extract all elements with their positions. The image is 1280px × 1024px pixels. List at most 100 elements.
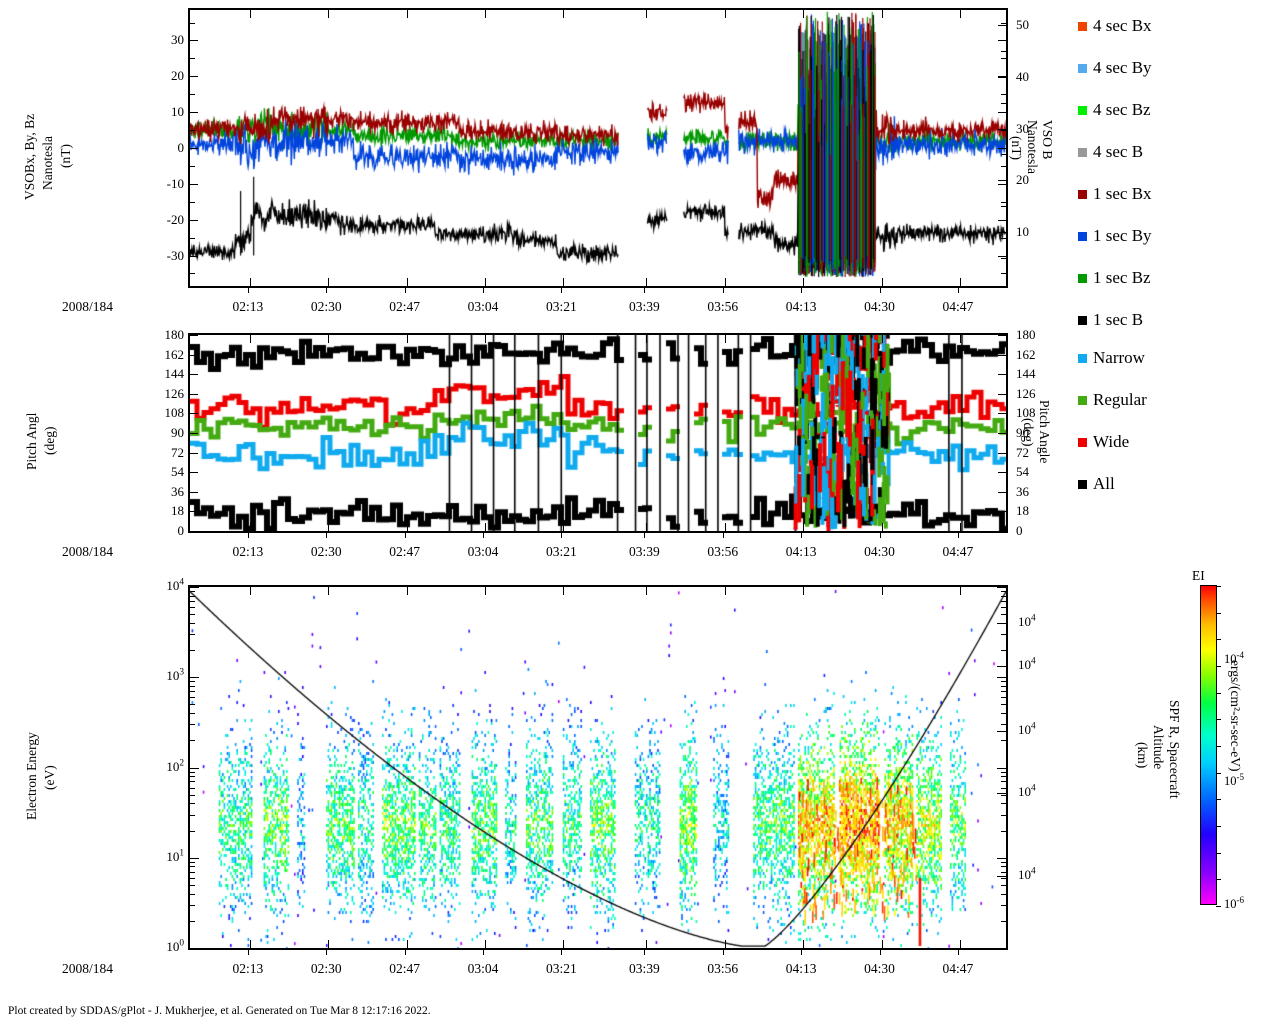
axis-tick: [998, 393, 1006, 395]
axis-tick: [328, 587, 330, 595]
legend-label: 4 sec By: [1093, 58, 1152, 77]
axis-tick: [997, 948, 1006, 949]
axis-tick-label: 102: [166, 758, 184, 774]
legend-item-1-sec-b[interactable]: 1 sec B: [1078, 310, 1143, 330]
panel1-right-axis-title-3: (nT): [1009, 136, 1024, 160]
axis-tick: [997, 792, 1006, 794]
axis-minor-tick: [1001, 814, 1006, 816]
axis-minor-tick: [190, 22, 195, 24]
axis-tick: [190, 219, 198, 221]
panel3-time-label: 04:30: [864, 961, 895, 976]
axis-tick: [803, 278, 805, 286]
axis-tick: [190, 767, 199, 769]
axis-tick: [646, 335, 648, 343]
axis-tick-label: 36: [1016, 483, 1029, 499]
legend-label: 4 sec Bx: [1093, 16, 1152, 35]
axis-tick: [998, 25, 1006, 27]
axis-minor-tick: [1001, 697, 1006, 699]
legend-item-4-sec-bx[interactable]: 4 sec Bx: [1078, 16, 1152, 36]
axis-tick-label: 104: [1018, 783, 1036, 799]
axis-tick-label: 104: [1018, 722, 1036, 738]
colorbar-tick: [1216, 612, 1221, 614]
axis-minor-tick: [1001, 94, 1006, 96]
axis-tick: [249, 335, 251, 343]
legend-item-narrow[interactable]: Narrow: [1078, 348, 1145, 368]
axis-minor-tick: [1001, 884, 1006, 886]
time-axis-tick: [247, 286, 249, 293]
panel2-time-label: 03:04: [467, 544, 499, 559]
axis-minor-tick: [1001, 165, 1006, 167]
panel1-time-label: 03:56: [707, 299, 739, 314]
colorbar-tick: [1216, 586, 1221, 587]
colorbar-tick: [1216, 666, 1221, 667]
legend-label: Wide: [1093, 432, 1130, 451]
axis-tick: [881, 940, 883, 948]
axis-minor-tick: [190, 201, 195, 203]
axis-tick: [959, 523, 961, 531]
axis-tick: [998, 374, 1006, 376]
legend-item-1-sec-bz[interactable]: 1 sec Bz: [1078, 268, 1151, 288]
axis-tick: [724, 523, 726, 531]
colorbar-tick: [1216, 719, 1221, 721]
axis-tick: [328, 10, 330, 18]
axis-minor-tick: [190, 776, 195, 778]
axis-tick-label: -30: [166, 247, 184, 263]
axis-minor-tick: [1001, 22, 1006, 24]
time-axis-tick: [957, 948, 959, 955]
panel3-time-label: 02:47: [389, 961, 421, 976]
pitch-angle-plot-canvas: [190, 335, 1006, 531]
legend-item-1-sec-bx[interactable]: 1 sec Bx: [1078, 184, 1152, 204]
legend-item-wide[interactable]: Wide: [1078, 432, 1129, 452]
axis-tick-label: 50: [1016, 17, 1029, 33]
axis-tick: [997, 731, 1006, 733]
axis-minor-tick: [1001, 893, 1006, 895]
axis-minor-tick: [1001, 201, 1006, 203]
axis-tick: [803, 587, 805, 595]
axis-tick: [249, 940, 251, 948]
time-axis-tick: [722, 531, 724, 538]
panel2-time-label: 04:13: [785, 544, 817, 559]
axis-tick: [485, 278, 487, 286]
legend-item-1-sec-by[interactable]: 1 sec By: [1078, 226, 1152, 246]
legend-item-4-sec-by[interactable]: 4 sec By: [1078, 58, 1152, 78]
panel-electron-energy-spectrogram: 100 101 102 103 104 104 104 104 104 104: [166, 578, 1035, 953]
magnetic-field-plot-canvas: [190, 10, 1006, 286]
panel-magnetic-field: 30 20 10 0 -10 -20 -30 10 20 30 40 50: [167, 8, 1029, 288]
axis-tick-label: 104: [1018, 657, 1036, 673]
legend-item-all[interactable]: All: [1078, 474, 1115, 494]
time-axis-tick: [561, 531, 563, 538]
axis-minor-tick: [1001, 787, 1006, 789]
panel1-time-label: 03:39: [629, 299, 660, 314]
panel1-right-axis-title-1: VSO B: [1040, 120, 1055, 160]
colorbar-units-label: ergs/(cm²-sr-sec-eV): [1228, 660, 1243, 772]
axis-tick: [190, 433, 198, 434]
legend-label: All: [1093, 474, 1115, 493]
footer-credit: Plot created by SDDAS/gPlot - J. Mukherj…: [8, 1005, 431, 1017]
axis-minor-tick: [1001, 704, 1006, 706]
panel1-right-axis-title-2: Nanotesla: [1025, 120, 1040, 174]
axis-tick: [328, 940, 330, 948]
axis-tick-label: 72: [1016, 444, 1029, 460]
axis-minor-tick: [190, 893, 195, 895]
axis-minor-tick: [1001, 871, 1006, 873]
panel3-time-label: 02:30: [310, 961, 342, 976]
axis-minor-tick: [190, 273, 195, 275]
axis-minor-tick: [190, 622, 195, 624]
axis-minor-tick: [1001, 920, 1006, 922]
legend-item-regular[interactable]: Regular: [1078, 390, 1147, 410]
colorbar-tick: [1216, 799, 1221, 801]
axis-minor-tick: [1001, 614, 1006, 616]
axis-tick-label: 72: [171, 444, 184, 460]
legend-item-4-sec-b[interactable]: 4 sec B: [1078, 142, 1143, 162]
axis-tick: [190, 393, 198, 395]
legend-item-4-sec-bz[interactable]: 4 sec Bz: [1078, 100, 1151, 120]
axis-tick: [998, 531, 1006, 532]
panel3-time-label: 03:39: [629, 961, 660, 976]
axis-minor-tick: [190, 771, 195, 773]
axis-minor-tick: [190, 704, 195, 706]
time-axis-tick: [483, 948, 485, 955]
legend-label: Regular: [1093, 390, 1147, 409]
axis-tick: [959, 940, 961, 948]
axis-minor-tick: [190, 866, 195, 868]
legend-swatch-icon: [1078, 105, 1087, 115]
